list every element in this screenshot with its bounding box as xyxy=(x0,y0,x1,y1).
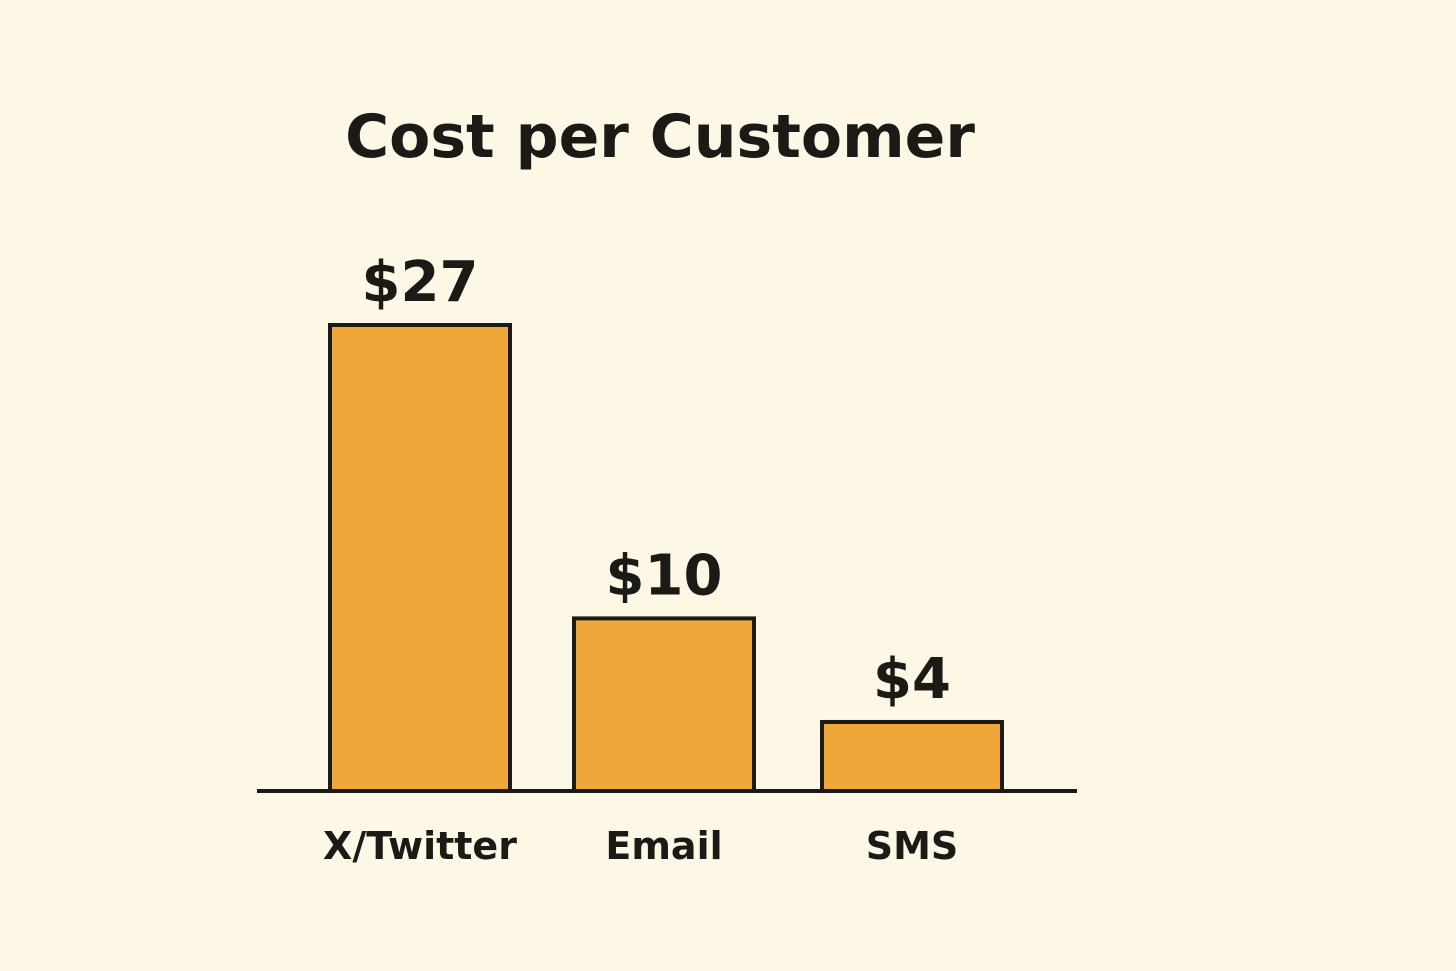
value-label: $4 xyxy=(873,647,951,712)
x-tick-label: X/Twitter xyxy=(323,824,517,868)
bar xyxy=(820,719,1004,793)
x-tick-label: SMS xyxy=(866,824,959,868)
x-tick-label: Email xyxy=(605,824,722,868)
value-label: $27 xyxy=(362,250,479,315)
value-label: $10 xyxy=(606,543,723,608)
bar xyxy=(328,323,512,793)
chart-title: Cost per Customer xyxy=(345,102,975,172)
bar xyxy=(572,616,756,793)
